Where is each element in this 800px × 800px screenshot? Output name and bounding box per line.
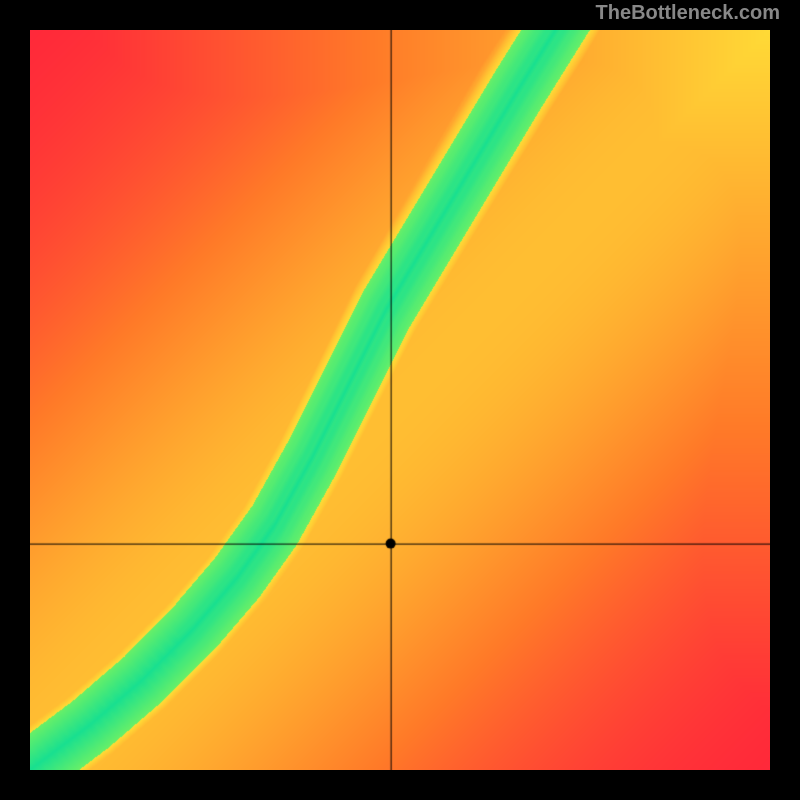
- watermark-text: TheBottleneck.com: [596, 2, 780, 25]
- chart-container: TheBottleneck.com: [0, 0, 800, 800]
- bottleneck-heatmap: [30, 30, 770, 770]
